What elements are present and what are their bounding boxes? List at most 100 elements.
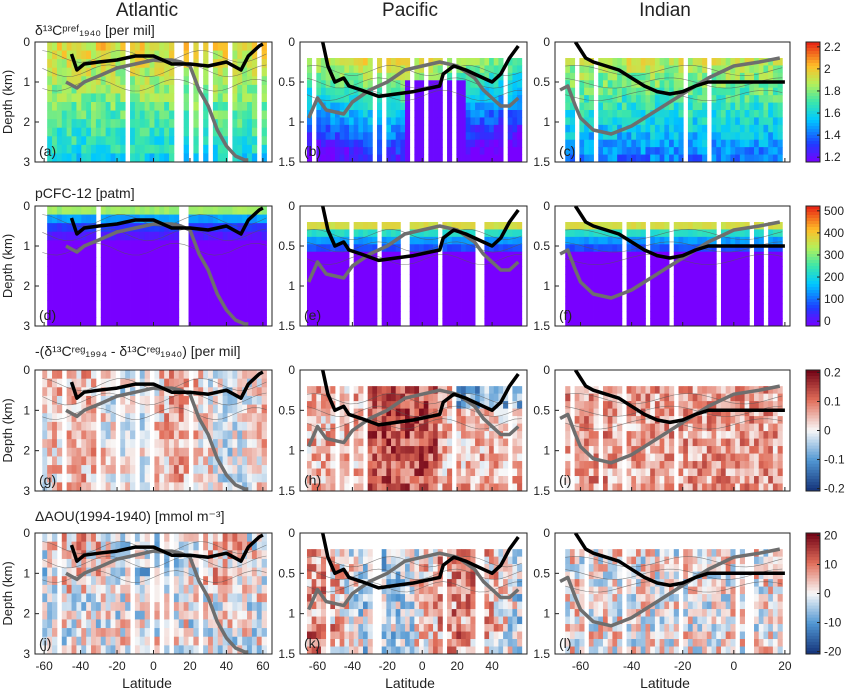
panel-letter: (h) — [304, 472, 321, 488]
heatmap-cell — [749, 124, 755, 133]
heatmap-cell — [645, 147, 651, 155]
heatmap-cell — [456, 80, 462, 89]
heatmap-cell — [203, 119, 209, 129]
heatmap-cell — [758, 124, 764, 133]
heatmap-column — [86, 370, 92, 491]
heatmap-cell — [377, 393, 383, 402]
heatmap-cell — [95, 76, 102, 86]
heatmap-cell — [414, 423, 420, 432]
heatmap-cell — [154, 214, 160, 224]
heatmap-cell — [100, 465, 107, 475]
heatmap-cell — [339, 423, 345, 432]
heatmap-cell — [579, 132, 585, 141]
heatmap-cell — [650, 281, 656, 290]
heatmap-cell — [115, 119, 121, 129]
heatmap-cell — [169, 456, 175, 466]
heatmap-cell — [725, 154, 731, 162]
heatmap-cell — [193, 266, 199, 275]
heatmap-cell — [579, 154, 585, 162]
heatmap-cell — [754, 311, 760, 319]
heatmap-cell — [512, 461, 518, 469]
heatmap-cell — [227, 465, 233, 475]
heatmap-cell — [144, 240, 150, 250]
heatmap-cell — [169, 127, 175, 137]
heatmap-cell — [71, 248, 77, 258]
heatmap-cell — [621, 147, 627, 155]
heatmap-cell — [692, 281, 698, 290]
heatmap-cell — [419, 296, 425, 305]
heatmap-cell — [683, 244, 689, 253]
heatmap-cell — [358, 259, 364, 267]
heatmap-cell — [306, 266, 313, 275]
heatmap-cell — [91, 257, 97, 267]
heatmap-column — [735, 58, 741, 162]
heatmap-cell — [470, 266, 476, 275]
heatmap-cell — [617, 266, 623, 275]
heatmap-cell — [110, 136, 116, 146]
heatmap-cell — [325, 274, 331, 282]
heatmap-cell — [81, 50, 87, 60]
heatmap-cell — [419, 281, 425, 290]
heatmap-cell — [164, 248, 170, 258]
heatmap-cell — [203, 102, 209, 111]
heatmap-cell — [208, 421, 214, 431]
heatmap-cell — [105, 153, 111, 162]
heatmap-cell — [716, 102, 722, 111]
heatmap-cell — [232, 274, 238, 284]
heatmap-cell — [442, 416, 448, 424]
heatmap-cell — [339, 401, 345, 409]
heatmap-cell — [768, 236, 774, 245]
heatmap-cell — [320, 303, 327, 312]
heatmap-cell — [81, 370, 87, 380]
heatmap-cell — [381, 281, 387, 290]
heatmap-cell — [569, 236, 576, 245]
heatmap-cell — [217, 144, 224, 154]
heatmap-cell — [367, 296, 373, 305]
heatmap-cell — [503, 453, 509, 462]
heatmap-cell — [697, 102, 703, 111]
heatmap-cell — [125, 387, 131, 397]
heatmap-column — [428, 386, 434, 491]
y-tick-label: 1.5 — [278, 484, 295, 498]
heatmap-cell — [484, 453, 490, 462]
heatmap-cell — [650, 236, 656, 245]
heatmap-cell — [461, 408, 467, 417]
heatmap-cell — [451, 266, 457, 275]
heatmap-cell — [428, 266, 434, 275]
heatmap-cell — [367, 461, 373, 469]
heatmap-cell — [489, 431, 495, 439]
heatmap-cell — [52, 50, 58, 60]
black-line — [573, 206, 785, 260]
heatmap-cell — [692, 318, 698, 326]
heatmap-cell — [702, 288, 708, 297]
heatmap-cell — [358, 229, 364, 238]
heatmap-cell — [423, 296, 429, 305]
heatmap-cell — [56, 308, 63, 318]
heatmap-cell — [588, 72, 594, 81]
heatmap-cell — [251, 482, 258, 491]
heatmap-cell — [66, 300, 72, 310]
heatmap-column — [669, 58, 675, 162]
heatmap-cell — [493, 117, 499, 126]
heatmap-cell — [735, 65, 741, 74]
heatmap-cell — [442, 281, 448, 290]
heatmap-cell — [139, 482, 146, 491]
heatmap-cell — [493, 124, 499, 133]
heatmap-cell — [617, 117, 623, 126]
heatmap-cell — [86, 144, 92, 154]
heatmap-cell — [465, 401, 471, 409]
heatmap-cell — [414, 303, 420, 312]
heatmap-cell — [664, 303, 670, 312]
heatmap-cell — [105, 50, 111, 60]
heatmap-cell — [400, 139, 406, 148]
heatmap-cell — [237, 456, 243, 466]
heatmap-cell — [325, 423, 331, 432]
heatmap-cell — [320, 461, 327, 469]
heatmap-cell — [645, 139, 651, 148]
heatmap-cell — [149, 240, 155, 250]
heatmap-cell — [777, 117, 783, 126]
heatmap-cell — [517, 423, 523, 432]
heatmap-cell — [428, 483, 434, 491]
heatmap-cell — [325, 461, 331, 469]
heatmap-cell — [100, 283, 107, 293]
